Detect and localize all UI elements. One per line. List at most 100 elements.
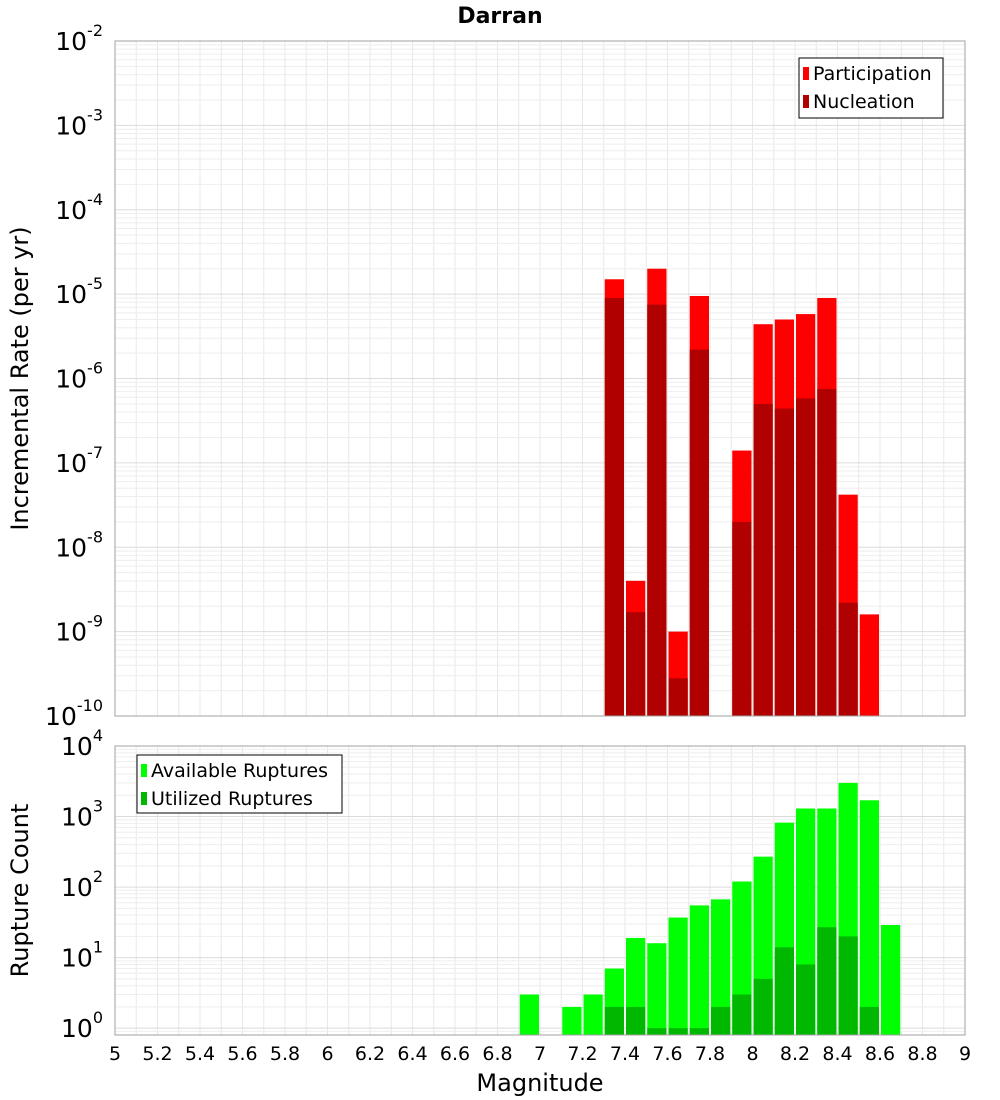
bar [647, 943, 667, 1035]
legend-swatch [141, 764, 147, 777]
y-tick-label: 102 [61, 867, 103, 902]
bar [774, 947, 794, 1035]
bar [647, 304, 667, 716]
bar [796, 964, 816, 1035]
bar [753, 403, 773, 716]
series-utilized-ruptures [604, 927, 879, 1035]
x-tick-label: 6.4 [397, 1043, 427, 1065]
y-tick-label: 10-6 [55, 359, 103, 394]
y-tick-exponent: -7 [87, 443, 103, 462]
x-tick-label: 5 [109, 1043, 121, 1065]
legend-box [136, 754, 343, 814]
bar [838, 936, 858, 1035]
x-tick-label: 8.4 [822, 1043, 852, 1065]
x-tick-label: 7.8 [695, 1043, 725, 1065]
y-tick-label: 10-2 [55, 21, 103, 56]
series-nucleation [604, 297, 858, 716]
bar [604, 297, 624, 716]
y-tick-base: 10 [55, 449, 87, 478]
legend-swatch [141, 792, 147, 805]
x-tick-label: 5.8 [270, 1043, 300, 1065]
y-tick-label: 10-9 [55, 612, 103, 647]
legend-label: Participation [813, 63, 932, 85]
y-tick-base: 10 [61, 873, 93, 902]
bar [668, 917, 688, 1035]
plot-border [114, 40, 966, 717]
y-tick-exponent: -8 [87, 527, 103, 546]
y-tick-label: 10-7 [55, 443, 103, 478]
x-tick-label: 5.4 [185, 1043, 215, 1065]
bar [838, 602, 858, 716]
y-tick-base: 10 [55, 27, 87, 56]
y-tick-label: 10-3 [55, 105, 103, 140]
x-tick-label: 6 [321, 1043, 333, 1065]
y-tick-exponent: -10 [77, 696, 103, 715]
y-tick-base: 10 [45, 702, 77, 731]
bar [859, 614, 879, 716]
y-tick-exponent: -4 [87, 190, 103, 209]
y-axis-label: Rupture Count [6, 804, 34, 978]
x-tick-label: 7.2 [567, 1043, 597, 1065]
y-tick-exponent: -6 [87, 359, 103, 378]
x-tick-label: 7.4 [610, 1043, 640, 1065]
plot-border [114, 745, 966, 1036]
y-tick-label: 10-5 [55, 274, 103, 309]
x-tick-label: 8.8 [907, 1043, 937, 1065]
legend: Available Ruptures Utilized Ruptures [136, 754, 343, 814]
bar [817, 927, 837, 1035]
legend-box [798, 57, 944, 119]
bar [711, 1006, 731, 1035]
legend-label: Nucleation [813, 91, 915, 113]
y-tick-exponent: -2 [87, 21, 103, 40]
bar [859, 800, 879, 1035]
bar [626, 1006, 646, 1035]
y-tick-label: 10-10 [45, 696, 103, 731]
y-tick-exponent: 4 [93, 726, 103, 745]
chart-title: Darran [457, 4, 542, 29]
y-tick-label: 101 [61, 938, 103, 973]
y-tick-exponent: -5 [87, 274, 103, 293]
y-tick-label: 100 [61, 1008, 103, 1043]
y-axis-label: Incremental Rate (per yr) [6, 226, 34, 530]
x-tick-label: 7.6 [652, 1043, 682, 1065]
bar [732, 994, 752, 1035]
bar [604, 1006, 624, 1035]
y-tick-label: 103 [61, 797, 103, 832]
y-tick-base: 10 [55, 280, 87, 309]
bar [732, 521, 752, 716]
bar [583, 994, 603, 1035]
bar [881, 925, 901, 1035]
legend: Participation Nucleation [798, 57, 944, 119]
y-tick-exponent: 3 [93, 797, 103, 816]
y-tick-exponent: -3 [87, 105, 103, 124]
y-tick-base: 10 [55, 111, 87, 140]
x-tick-label: 8 [746, 1043, 758, 1065]
x-axis-label: Magnitude [476, 1069, 603, 1097]
bar [711, 899, 731, 1035]
bar [647, 1028, 667, 1035]
legend-label: Utilized Ruptures [151, 788, 313, 810]
x-tick-label: 9 [959, 1043, 971, 1065]
bar [519, 994, 539, 1035]
bar [689, 349, 709, 716]
bar [774, 408, 794, 716]
bar [668, 1028, 688, 1035]
y-tick-base: 10 [55, 533, 87, 562]
bar [668, 678, 688, 716]
bar [562, 1006, 582, 1035]
bar [689, 1028, 709, 1035]
y-tick-base: 10 [55, 196, 87, 225]
x-tick-label: 6.6 [440, 1043, 470, 1065]
legend-swatch [803, 95, 809, 108]
y-tick-base: 10 [61, 803, 93, 832]
grid-lines [114, 41, 966, 717]
y-tick-exponent: 0 [93, 1008, 103, 1027]
legend-swatch [803, 67, 809, 80]
y-tick-base: 10 [55, 365, 87, 394]
x-tick-label: 5.2 [142, 1043, 172, 1065]
x-tick-label: 7 [534, 1043, 546, 1065]
legend-label: Available Ruptures [151, 760, 328, 782]
x-tick-label: 6.8 [482, 1043, 512, 1065]
